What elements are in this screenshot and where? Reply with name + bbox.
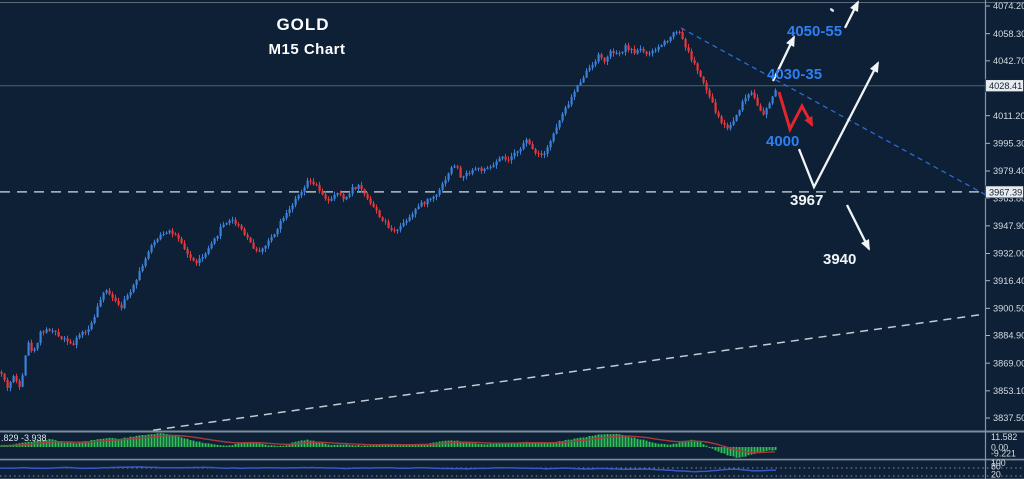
oscillator-axis-label: 20 xyxy=(991,470,1001,479)
macd-axis-label: 0.00 xyxy=(991,443,1008,453)
annotation-resistance: 4030-35 xyxy=(767,66,822,83)
arrow-v-bounce-up xyxy=(797,61,880,190)
chart-subtitle: M15 Chart xyxy=(268,41,345,58)
oscillator-line xyxy=(0,466,777,473)
descending-resistance xyxy=(680,27,989,197)
arrow-to-4050-55 xyxy=(771,35,796,82)
price-axis-label: 3869.00 xyxy=(993,358,1024,368)
price-axis-label: 3995.30 xyxy=(993,139,1024,149)
price-axis-label: 3932.00 xyxy=(993,249,1024,259)
red-projection-zigzag xyxy=(777,91,814,134)
price-axis-label: 4011.20 xyxy=(993,111,1024,121)
ascending-support xyxy=(152,313,986,431)
annotation-resistance-upper: 4050-55 xyxy=(787,23,842,40)
macd-signal-line xyxy=(0,434,776,454)
price-axis-label: 3947.90 xyxy=(993,221,1024,231)
price-axis: 4074.20 4058.30 4042.70 4011.20 3995.30 3979.… xyxy=(984,0,1024,479)
chart-title: GOLD xyxy=(276,15,329,34)
macd-axis-label: -9.221 xyxy=(991,449,1016,459)
price-axis-label: 3853.10 xyxy=(993,386,1024,396)
price-axis-label: 3837.50 xyxy=(993,413,1024,423)
price-axis-label: 3900.50 xyxy=(993,304,1024,314)
dashed-level-label: 3967.39 xyxy=(989,187,1022,197)
oscillator-axis-label: 80 xyxy=(991,462,1001,472)
macd-values-label: .829 -3.938 xyxy=(1,433,47,443)
annotation-support-round: 4000 xyxy=(766,133,799,150)
price-axis-label: 4058.30 xyxy=(993,29,1024,39)
price-axis-label: 3979.40 xyxy=(993,166,1024,176)
price-axis-label: 4042.70 xyxy=(993,56,1024,66)
macd-axis-label: 11.582 xyxy=(991,432,1017,442)
macd-histogram xyxy=(0,433,777,458)
small-mark xyxy=(829,8,835,12)
arrow-top-right xyxy=(843,0,860,29)
current-price-label: 4028.41 xyxy=(989,81,1022,91)
annotation-target-lower: 3940 xyxy=(823,251,856,268)
price-axis-label: 3963.80 xyxy=(993,193,1024,203)
price-axis-label: 3884.90 xyxy=(993,331,1024,341)
oscillator-axis-label: 100 xyxy=(991,458,1006,468)
price-axis-label: 3916.40 xyxy=(993,276,1024,286)
price-axis-label: 4074.20 xyxy=(993,1,1024,11)
arrow-down-to-3940 xyxy=(845,204,871,251)
annotation-pivot: 3967 xyxy=(790,192,823,209)
candlestick-series xyxy=(0,29,777,392)
